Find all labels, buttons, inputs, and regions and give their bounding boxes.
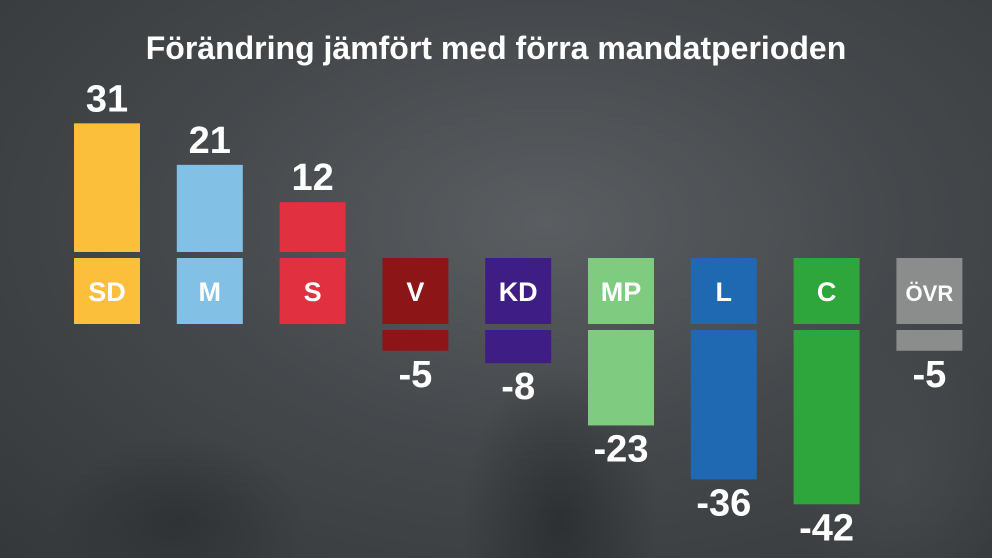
party-label-box-kd [485,258,552,324]
party-label-box-s [279,258,346,324]
party-label-box-l [690,258,757,324]
bar-sd [74,123,140,252]
chart-title: Förändring jämfört med förra mandatperio… [145,30,847,66]
party-label-v: V [406,277,424,307]
value-label-l: -36 [696,482,751,524]
value-label-mp: -23 [594,428,649,470]
bar-mp [588,330,654,426]
bar-s [279,202,346,252]
party-label-box-m [176,258,243,324]
party-label-ovr: ÖVR [906,281,954,306]
bar-c [793,330,860,505]
bar-v [382,330,449,351]
bar-kd [485,330,552,364]
bar-ovr [896,330,963,351]
value-label-sd: 31 [86,78,128,120]
value-label-s: 12 [291,157,333,199]
party-label-mp: MP [601,277,642,307]
party-label-c: C [817,277,837,307]
bar-l [690,330,757,480]
party-label-m: M [199,277,222,307]
party-label-l: L [716,277,733,307]
value-label-m: 21 [189,120,231,162]
value-label-v: -5 [399,354,433,396]
party-label-box-sd [74,258,140,324]
value-label-c: -42 [799,507,854,549]
bar-m [176,164,243,252]
party-label-box-v [382,258,449,324]
party-label-box-c [793,258,860,324]
value-label-ovr: -5 [913,354,947,396]
party-label-box-ovr [896,258,963,324]
value-label-kd: -8 [501,366,535,408]
party-label-kd: KD [499,277,538,307]
party-label-box-mp [588,258,654,324]
party-label-s: S [304,277,322,307]
party-label-sd: SD [88,277,126,307]
